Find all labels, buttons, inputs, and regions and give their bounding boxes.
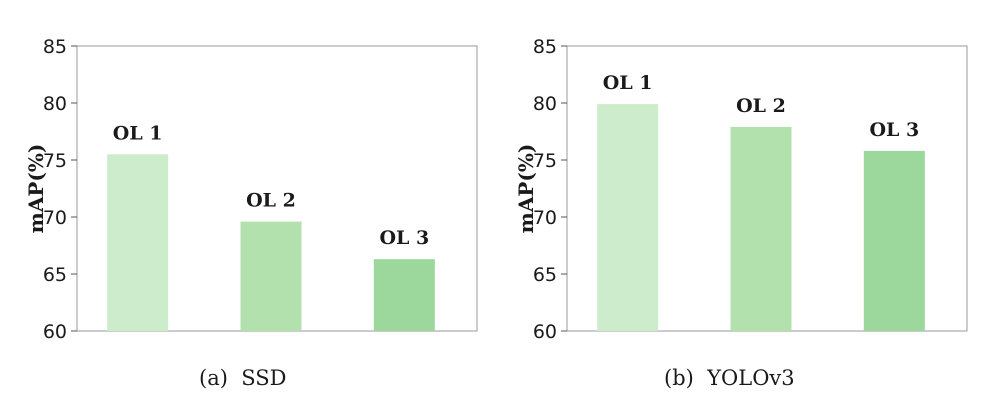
y-tick-label: 65 bbox=[43, 264, 67, 286]
y-tick-label: 75 bbox=[43, 150, 67, 172]
bar-3 bbox=[863, 150, 925, 331]
y-tick-label: 75 bbox=[533, 150, 557, 172]
y-tick-label: 65 bbox=[533, 264, 557, 286]
bar-1 bbox=[107, 154, 169, 331]
y-tick-label: 85 bbox=[533, 36, 557, 58]
y-axis-label: mAP(%) bbox=[24, 144, 48, 234]
bar-2 bbox=[730, 126, 792, 331]
y-tick-label: 80 bbox=[533, 93, 557, 115]
y-tick-label: 70 bbox=[43, 207, 67, 229]
chart-panel-yolov3: 60 65 70 75 80 85 mAP(%) OL 1 OL 2 OL 3 bbox=[490, 0, 980, 365]
caption-yolov3: (b) YOLOv3 bbox=[664, 366, 795, 390]
caption-ssd: (a) SSD bbox=[199, 366, 287, 390]
bar-label: OL 1 bbox=[113, 122, 163, 144]
ssd-bar-chart: 60 65 70 75 80 85 mAP(%) OL 1 OL 2 OL 3 bbox=[24, 36, 478, 343]
chart-panel-ssd: 60 65 70 75 80 85 mAP(%) OL 1 OL 2 OL 3 bbox=[0, 0, 490, 365]
y-tick-label: 60 bbox=[533, 321, 557, 343]
y-axis-label: mAP(%) bbox=[514, 144, 538, 234]
y-tick-label: 80 bbox=[43, 93, 67, 115]
y-tick-label: 60 bbox=[43, 321, 67, 343]
bar-label: OL 2 bbox=[246, 190, 296, 212]
bar-1 bbox=[597, 104, 659, 331]
bar-label: OL 1 bbox=[603, 72, 653, 94]
y-tick-label: 85 bbox=[43, 36, 67, 58]
bar-label: OL 3 bbox=[869, 119, 919, 141]
bar-label: OL 3 bbox=[379, 227, 429, 249]
bar-2 bbox=[240, 221, 302, 331]
bar-label: OL 2 bbox=[736, 95, 786, 117]
bar-3 bbox=[373, 259, 435, 331]
y-tick-label: 70 bbox=[533, 207, 557, 229]
yolov3-bar-chart: 60 65 70 75 80 85 mAP(%) OL 1 OL 2 OL 3 bbox=[514, 36, 968, 343]
